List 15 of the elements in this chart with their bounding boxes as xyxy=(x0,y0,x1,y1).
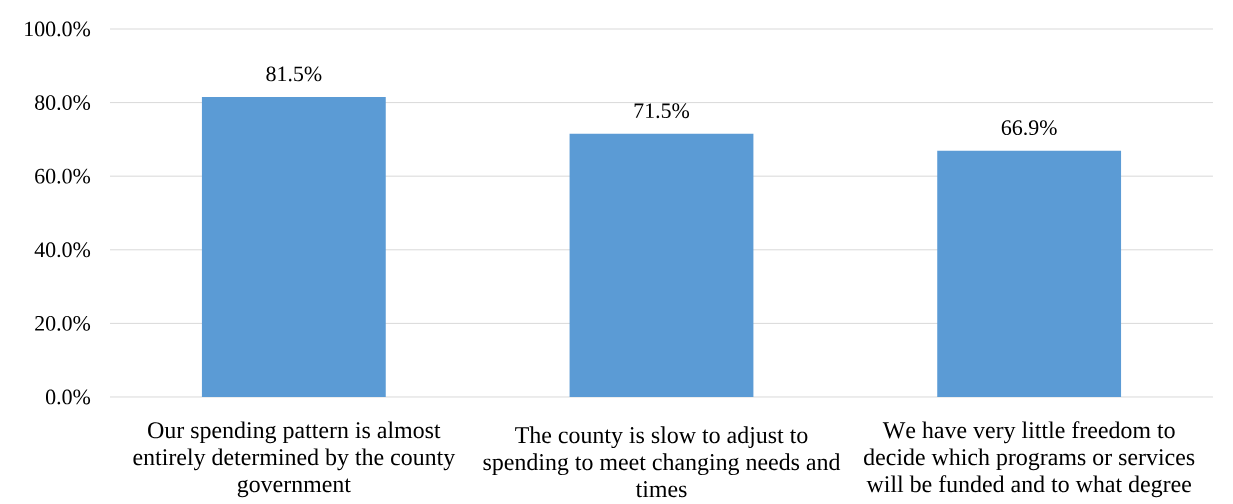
y-tick-label: 40.0% xyxy=(34,242,91,258)
data-label: 71.5% xyxy=(634,103,690,119)
bar xyxy=(569,133,754,397)
y-tick-label: 20.0% xyxy=(35,315,91,331)
y-tick-label: 60.0% xyxy=(35,168,91,184)
data-label: 66.9% xyxy=(1001,120,1057,136)
data-label: 81.5% xyxy=(266,66,322,82)
y-tick-label: 80.0% xyxy=(35,95,91,111)
x-tick-label: We have very little freedom to decide which programs or services will be funded and to what degree xyxy=(864,421,1195,498)
bar xyxy=(937,150,1122,397)
x-tick-label: The county is slow to adjust to spending to meet changing needs and times xyxy=(483,426,841,498)
y-tick-label: 100.0% xyxy=(25,21,91,37)
bar xyxy=(201,97,386,397)
x-tick-label: Our spending pattern is almost entirely determined by the county government xyxy=(133,421,456,498)
y-tick-label: 0.0% xyxy=(45,389,91,405)
